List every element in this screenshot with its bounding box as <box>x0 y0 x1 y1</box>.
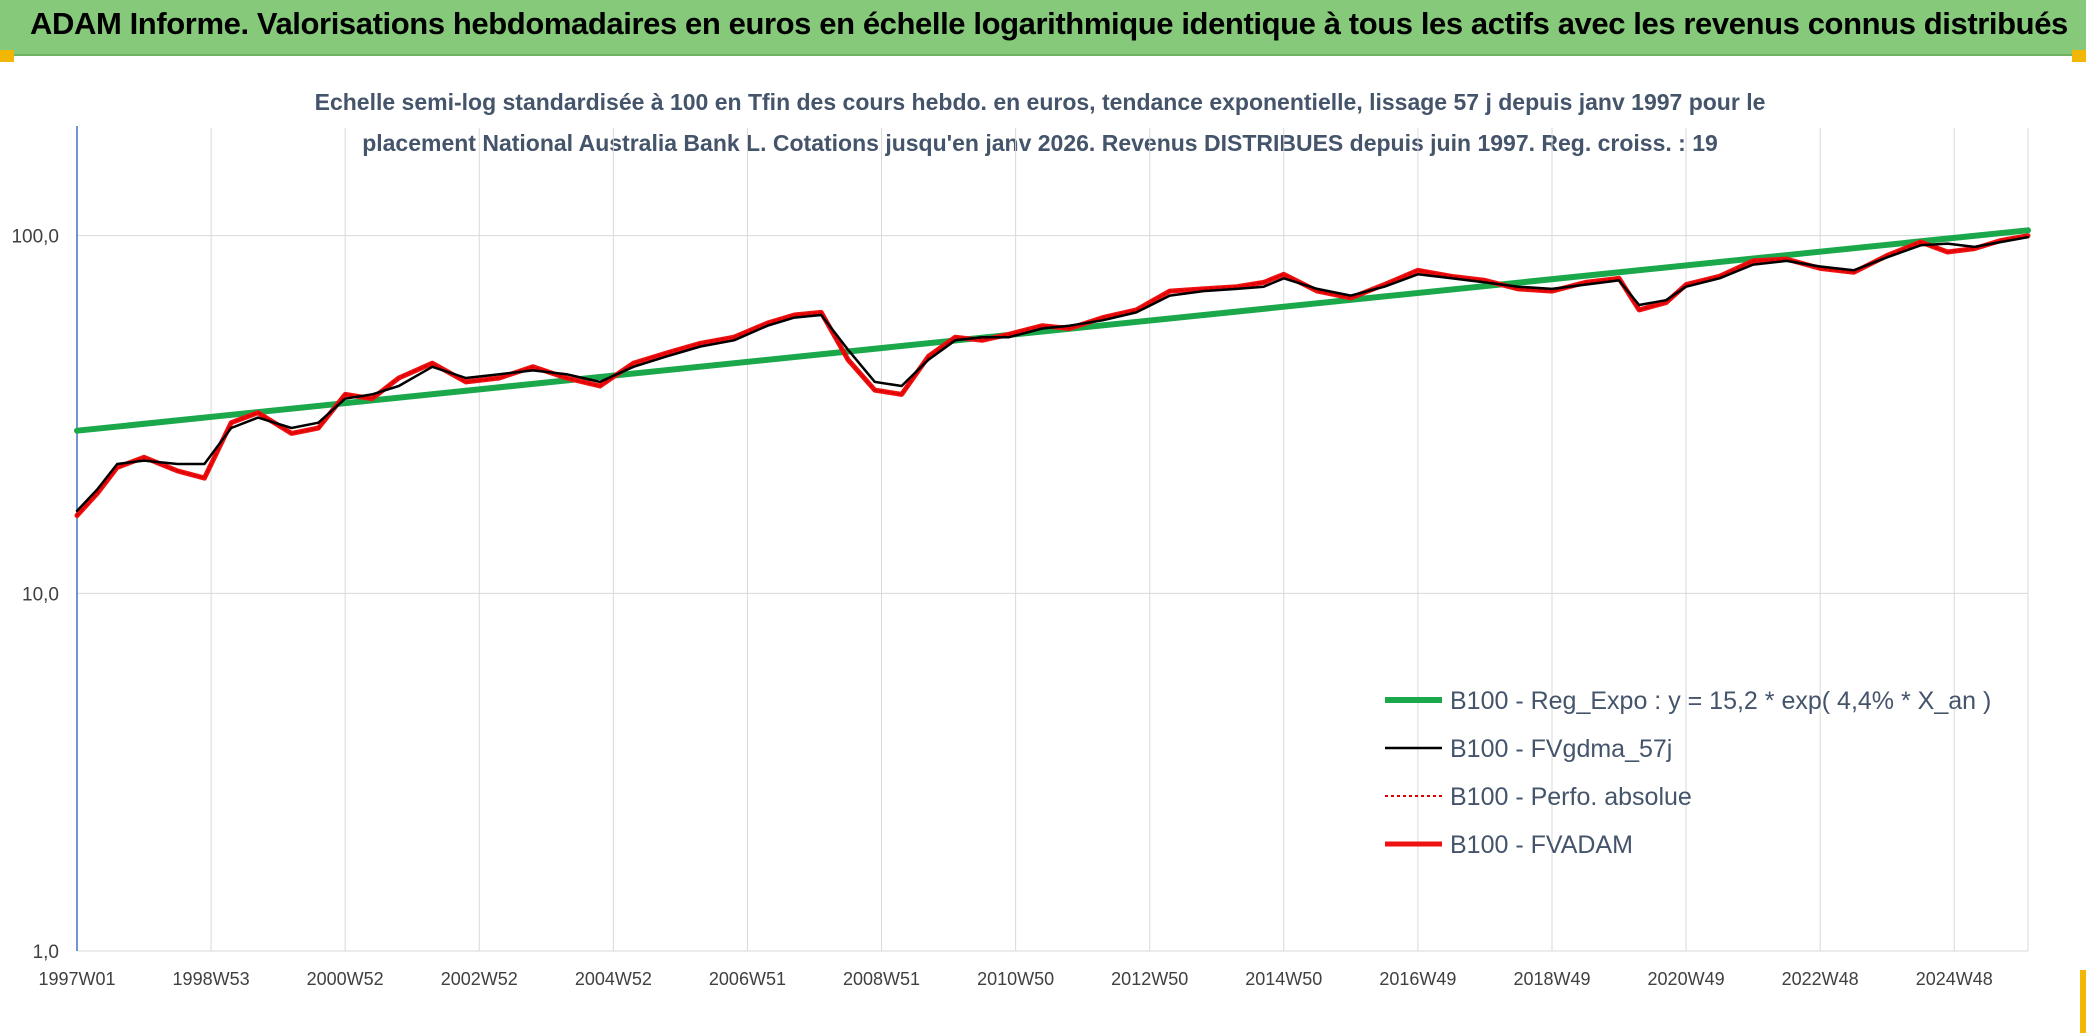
series-line-thick-red <box>74 233 2031 518</box>
axis-layer: 1997W01 1998W53 2000W52 2002W52 2004W52 2006W… <box>11 126 1993 989</box>
x-tick-label: 1997W01 <box>38 969 115 989</box>
legend-label: B100 - FVgdma_57j <box>1450 735 1672 763</box>
x-tick-label: 2020W49 <box>1648 969 1725 989</box>
chart-svg: Echelle semi-log standardisée à 100 en T… <box>11 89 2031 989</box>
grid-layer <box>76 128 2029 952</box>
series-line-dotted-red <box>76 234 2029 517</box>
x-tick-label: 2008W51 <box>843 969 920 989</box>
x-tick-label: 2010W50 <box>977 969 1054 989</box>
x-tick-label: 2004W52 <box>575 969 652 989</box>
y-tick-label: 100,0 <box>11 227 59 248</box>
chart-title-line-1: Echelle semi-log standardisée à 100 en T… <box>315 89 1766 115</box>
corner-marker-bottom-right <box>2080 970 2086 1033</box>
series-line-thick-green <box>74 227 2031 434</box>
x-tick-label: 2000W52 <box>307 969 384 989</box>
chart-title-line-2: placement National Australia Bank L. Cot… <box>362 130 1718 156</box>
x-tick-label: 2006W51 <box>709 969 786 989</box>
corner-marker-top-left <box>0 50 14 62</box>
legend-label: B100 - Reg_Expo : y = 15,2 * exp( 4,4% *… <box>1450 687 1991 715</box>
page-title: ADAM Informe. Valorisations hebdomadaire… <box>30 6 2068 41</box>
chart-area: Echelle semi-log standardisée à 100 en T… <box>0 58 2086 1033</box>
y-tick-label: 10,0 <box>22 584 59 605</box>
series-line-thin-black <box>75 235 2030 513</box>
header-banner: ADAM Informe. Valorisations hebdomadaire… <box>0 0 2086 56</box>
corner-marker-top-right <box>2072 50 2086 62</box>
y-tick-label: 1,0 <box>33 942 59 963</box>
x-tick-label: 2014W50 <box>1245 969 1322 989</box>
x-tick-label: 2024W48 <box>1916 969 1993 989</box>
x-tick-label: 1998W53 <box>173 969 250 989</box>
x-tick-label: 2022W48 <box>1782 969 1859 989</box>
legend-label: B100 - Perfo. absolue <box>1450 783 1692 811</box>
x-tick-label: 2012W50 <box>1111 969 1188 989</box>
x-tick-label: 2018W49 <box>1513 969 1590 989</box>
x-tick-label: 2016W49 <box>1379 969 1456 989</box>
legend-label: B100 - FVADAM <box>1450 831 1633 859</box>
x-tick-label: 2002W52 <box>441 969 518 989</box>
legend: B100 - Reg_Expo : y = 15,2 * exp( 4,4% *… <box>1385 687 1991 859</box>
series-layer <box>74 227 2031 518</box>
